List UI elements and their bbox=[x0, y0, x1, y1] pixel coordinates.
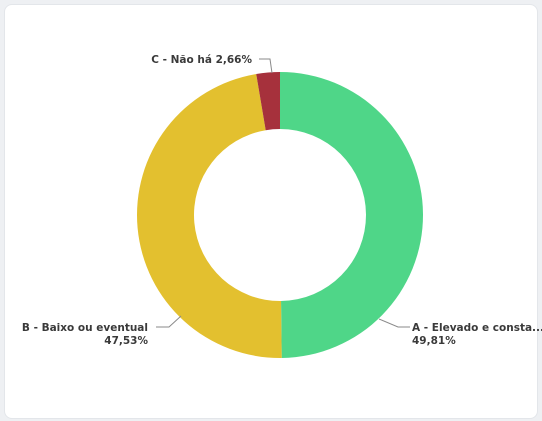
slice-c[interactable] bbox=[256, 72, 280, 131]
leader-line-a bbox=[378, 318, 410, 328]
slice-label-b-value: 47,53% bbox=[104, 335, 148, 347]
slice-label-a-value: 49,81% bbox=[412, 335, 456, 347]
slice-a[interactable] bbox=[280, 72, 423, 358]
leader-line-c bbox=[259, 58, 273, 74]
slice-b[interactable] bbox=[137, 73, 282, 359]
leader-line-b bbox=[156, 315, 182, 328]
slice-label-a-name: A - Elevado e consta... bbox=[412, 322, 542, 334]
donut-slices bbox=[137, 72, 423, 359]
slice-label-c: C - Não há 2,66% bbox=[151, 54, 252, 66]
slice-label-b-name: B - Baixo ou eventual bbox=[22, 322, 148, 334]
